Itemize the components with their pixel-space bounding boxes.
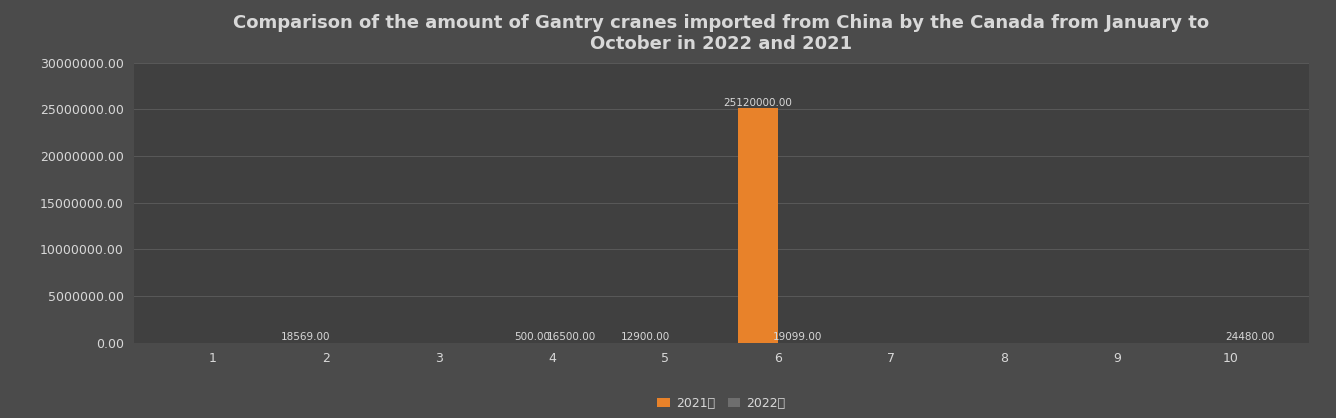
Text: 500.00: 500.00: [514, 332, 550, 342]
Bar: [739, 108, 778, 343]
Text: 19099.00: 19099.00: [774, 332, 823, 342]
Text: 12900.00: 12900.00: [620, 332, 669, 342]
Text: 16500.00: 16500.00: [546, 332, 596, 342]
Text: 24480.00: 24480.00: [1225, 332, 1275, 342]
Legend: 2021年, 2022年: 2021年, 2022年: [652, 392, 791, 415]
Title: Comparison of the amount of Gantry cranes imported from China by the Canada from: Comparison of the amount of Gantry crane…: [234, 14, 1209, 53]
Text: 18569.00: 18569.00: [282, 332, 331, 342]
Text: 25120000.00: 25120000.00: [724, 97, 792, 107]
